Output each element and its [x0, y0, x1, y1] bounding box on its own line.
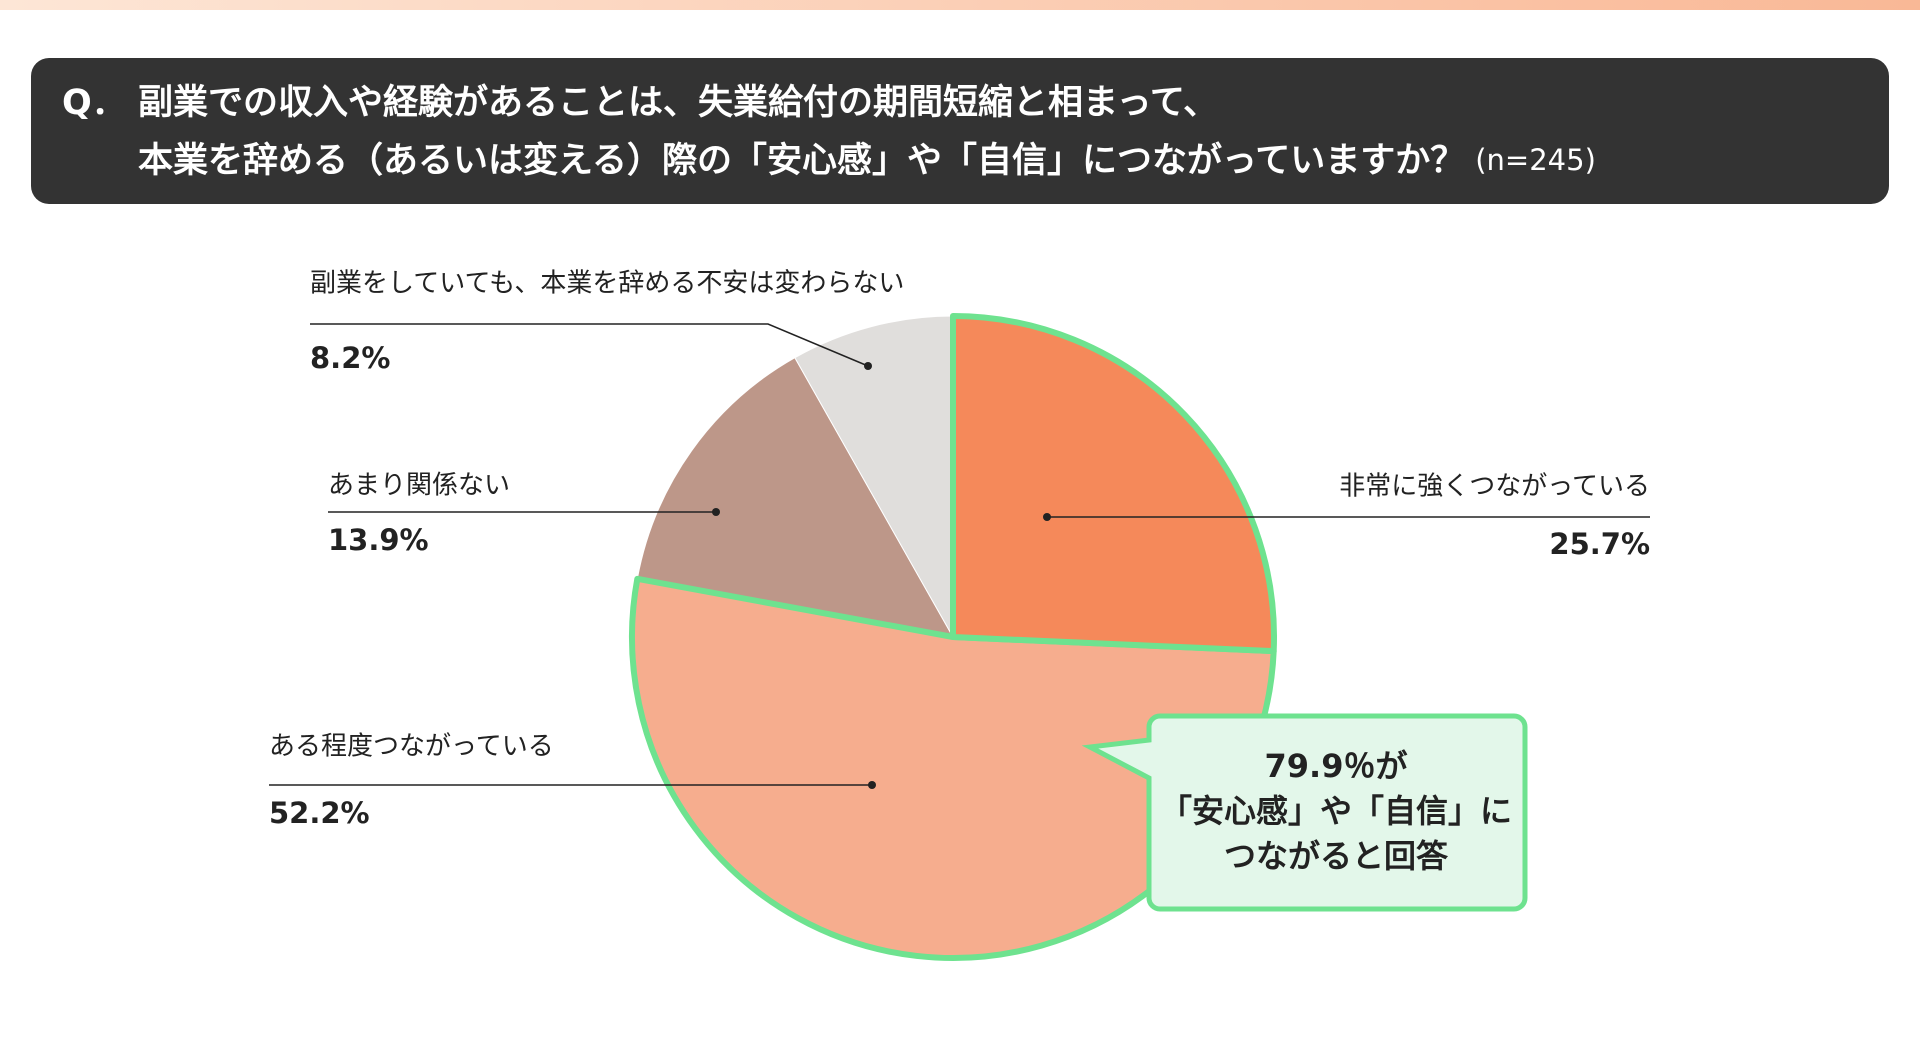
slice-value: 25.7%: [1549, 527, 1650, 561]
callout-box: [1081, 713, 1528, 912]
slice-value: 8.2%: [310, 341, 390, 375]
leader-dot: [1043, 513, 1051, 521]
top-bar: [0, 0, 1920, 10]
pie-slice: [636, 357, 954, 638]
slice-value: 13.9%: [328, 523, 429, 557]
pie-slice: [950, 313, 1277, 655]
header-box: [31, 58, 1889, 204]
question-label: Q．: [62, 83, 127, 123]
slice-label: ある程度つながっている: [269, 732, 554, 762]
pie-slice: [794, 315, 954, 638]
callout-text: 「安心感」や「自信」に: [1160, 792, 1512, 830]
callout-text: つながると回答: [1224, 837, 1449, 875]
title-line: 本業を辞める（あるいは変える）際の「安心感」や「自信」につながっていますか？ (n…: [138, 140, 1596, 181]
slice-label: 副業をしていても、本業を辞める不安は変わらない: [310, 269, 904, 299]
slice-label: 非常に強くつながっている: [1339, 472, 1650, 502]
title-line: 副業での収入や経験があることは、失業給付の期間短縮と相まって、: [138, 83, 1218, 123]
slice-value: 52.2%: [269, 796, 370, 830]
subtitle: (n=245): [1475, 143, 1596, 177]
pie: [629, 313, 1277, 961]
slice-label: あまり関係ない: [328, 471, 510, 501]
callout-text: 79.9％が: [1265, 747, 1408, 785]
leader-dot: [712, 508, 720, 516]
leader-dot: [868, 781, 876, 789]
leader-dot: [864, 362, 872, 370]
leader-line: [310, 323, 869, 367]
title-line: 本業を辞める（あるいは変える）際の「安心感」や「自信」につながっていますか？: [138, 140, 1465, 181]
labels: 非常に強くつながっている 25.7% ある程度つながっている 52.2% あまり関係ない…: [269, 269, 1650, 830]
